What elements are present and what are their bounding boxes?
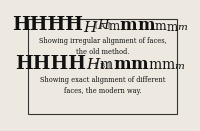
Text: H: H xyxy=(86,58,100,72)
Text: m: m xyxy=(113,56,131,73)
Text: m: m xyxy=(175,62,185,71)
Text: [ B ]: [ B ] xyxy=(95,61,110,69)
Text: Showing exact alignment of different
faces, the modern way.: Showing exact alignment of different fac… xyxy=(40,76,165,95)
Text: m: m xyxy=(155,20,166,33)
Text: m: m xyxy=(166,21,178,34)
Text: H: H xyxy=(84,21,97,34)
Text: m: m xyxy=(137,17,155,34)
Text: m: m xyxy=(108,20,119,33)
Text: Showing irregular alignment of faces,
the old method.: Showing irregular alignment of faces, th… xyxy=(39,37,166,56)
Text: m: m xyxy=(148,58,161,72)
Text: m: m xyxy=(161,58,175,72)
Text: m: m xyxy=(178,23,187,32)
Text: [ A ]: [ A ] xyxy=(95,21,110,29)
Text: m: m xyxy=(131,56,148,73)
Text: HHHH: HHHH xyxy=(15,55,86,73)
Text: H: H xyxy=(97,19,108,32)
Text: m: m xyxy=(119,17,137,34)
Text: m: m xyxy=(100,58,113,72)
Text: HHHH: HHHH xyxy=(13,16,84,34)
